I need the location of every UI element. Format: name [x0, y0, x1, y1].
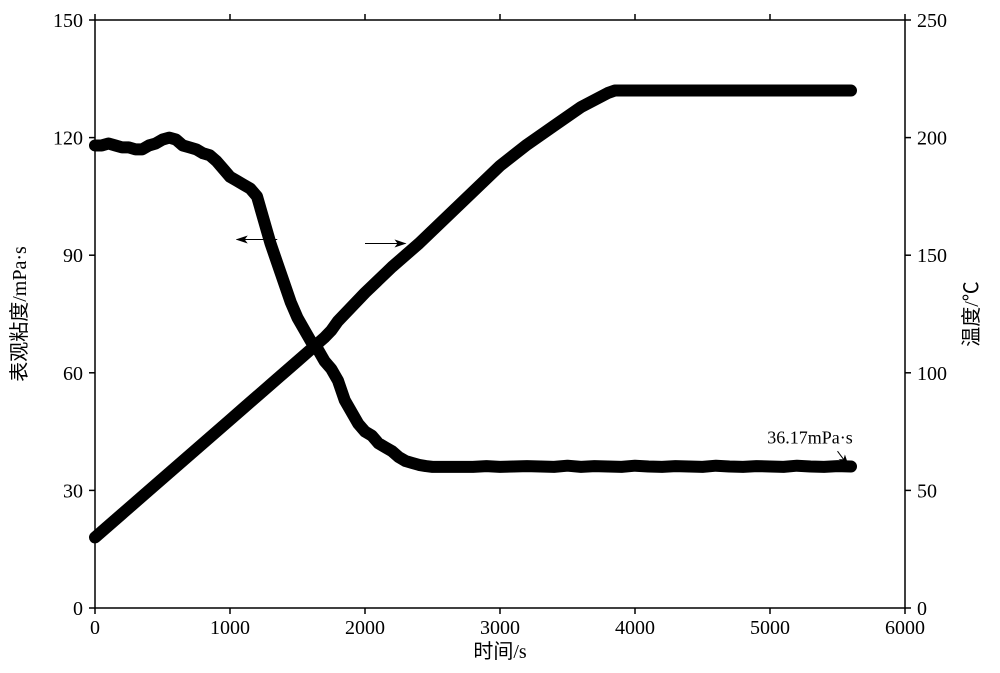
annotation-label: 36.17mPa·s: [767, 427, 853, 447]
y-left-tick-label: 150: [53, 10, 83, 32]
x-tick-label: 4000: [615, 617, 655, 639]
y-left-tick-label: 30: [63, 480, 83, 502]
y-left-tick-label: 60: [63, 363, 83, 385]
y-right-tick-label: 250: [917, 10, 947, 32]
y-right-tick-label: 100: [917, 363, 947, 385]
x-tick-label: 1000: [210, 617, 250, 639]
y-left-axis-label: 表观粘度/mPa·s: [8, 246, 31, 382]
x-tick-label: 6000: [885, 617, 925, 639]
y-right-tick-label: 50: [917, 480, 937, 502]
y-left-tick-label: 90: [63, 245, 83, 267]
x-tick-label: 2000: [345, 617, 385, 639]
y-right-tick-label: 200: [917, 128, 947, 150]
x-axis-label: 时间/s: [473, 640, 527, 663]
y-right-tick-label: 0: [917, 598, 927, 620]
chart-container: 0100020003000400050006000030609012015005…: [0, 0, 1000, 673]
x-tick-label: 3000: [480, 617, 520, 639]
x-tick-label: 5000: [750, 617, 790, 639]
y-left-tick-label: 0: [73, 598, 83, 620]
y-left-tick-label: 120: [53, 128, 83, 150]
y-right-axis-label: 温度/℃: [960, 281, 983, 347]
dual-axis-line-chart: 0100020003000400050006000030609012015005…: [0, 0, 1000, 673]
plot-frame: [95, 20, 905, 608]
x-tick-label: 0: [90, 617, 100, 639]
y-right-tick-label: 150: [917, 245, 947, 267]
